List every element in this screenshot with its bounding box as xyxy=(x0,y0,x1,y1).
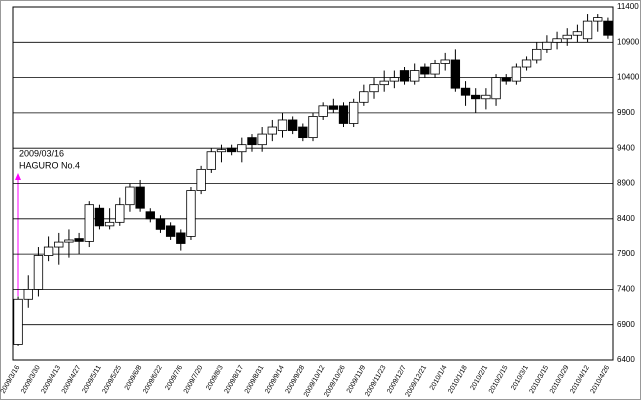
candle-body xyxy=(206,151,216,170)
candle-body xyxy=(481,94,491,100)
annotation-text: 2009/03/16 xyxy=(19,148,64,158)
y-tick-label: 6400 xyxy=(617,355,635,364)
candle-body xyxy=(155,218,166,230)
candle-body xyxy=(389,77,400,82)
candle-body xyxy=(511,66,522,82)
candle-body xyxy=(33,255,44,290)
candle-body xyxy=(196,168,206,191)
candle-body xyxy=(430,63,440,75)
candle-body xyxy=(450,59,461,89)
candle-body xyxy=(420,66,430,75)
y-tick-label: 10900 xyxy=(617,37,640,46)
candle-body xyxy=(23,288,33,300)
candle-body xyxy=(298,126,308,139)
candle-body xyxy=(501,77,511,82)
candle-body xyxy=(369,84,379,93)
candle-body xyxy=(471,94,481,100)
y-tick-label: 8400 xyxy=(617,214,635,223)
candle-body xyxy=(216,149,227,153)
candle-body xyxy=(176,232,186,244)
y-tick-label: 9900 xyxy=(617,108,635,117)
candle-body xyxy=(104,221,115,227)
candle-body xyxy=(13,298,23,345)
candle-body xyxy=(491,77,501,100)
candle-body xyxy=(145,211,155,220)
candle-body xyxy=(593,17,603,22)
candle-body xyxy=(267,126,277,135)
candle-body xyxy=(237,144,247,153)
candle-body xyxy=(74,238,84,242)
candle-body xyxy=(64,239,74,243)
y-tick-label: 10400 xyxy=(617,73,640,82)
candle-body xyxy=(186,190,196,237)
candle-body xyxy=(125,186,135,206)
candle-body xyxy=(542,41,552,50)
candle-body xyxy=(318,105,328,117)
candle-body xyxy=(43,246,54,256)
candle-body xyxy=(379,80,389,86)
y-tick-label: 8900 xyxy=(617,179,635,188)
candle-body xyxy=(359,91,369,103)
candle-body xyxy=(328,105,339,110)
candle-body xyxy=(308,116,318,139)
candle-body xyxy=(165,225,176,237)
y-tick-label: 6900 xyxy=(617,320,635,329)
candle-body xyxy=(287,119,298,131)
candle-body xyxy=(440,59,450,64)
candle-body xyxy=(582,20,593,40)
candle-body xyxy=(54,241,64,248)
candle-body xyxy=(410,70,420,82)
candle-body xyxy=(603,20,613,36)
y-tick-label: 9400 xyxy=(617,143,635,152)
y-tick-label: 7900 xyxy=(617,249,635,258)
candle-body xyxy=(460,87,471,96)
candle-body xyxy=(572,31,583,36)
candle-body xyxy=(257,133,267,146)
candle-body xyxy=(226,147,237,153)
candle-body xyxy=(532,48,542,61)
candle-body xyxy=(94,207,105,227)
frame xyxy=(0,0,641,400)
y-tick-label: 7400 xyxy=(617,285,635,294)
candle-body xyxy=(521,59,532,68)
annotation-arrowhead xyxy=(15,173,21,180)
candle-body xyxy=(562,34,572,40)
candle-body xyxy=(399,70,410,82)
annotation: 2009/03/16 HAGURO No.4 xyxy=(15,148,80,296)
y-tick-label: 11400 xyxy=(617,2,639,11)
candle-body xyxy=(247,137,257,146)
candle-body xyxy=(552,38,562,43)
candle-body xyxy=(277,119,288,131)
candle-body xyxy=(135,186,145,209)
candle-body xyxy=(349,101,359,124)
candle-body xyxy=(338,105,349,124)
candle-body xyxy=(115,204,125,223)
annotation-text: HAGURO No.4 xyxy=(19,160,80,170)
candle-body xyxy=(84,204,94,242)
